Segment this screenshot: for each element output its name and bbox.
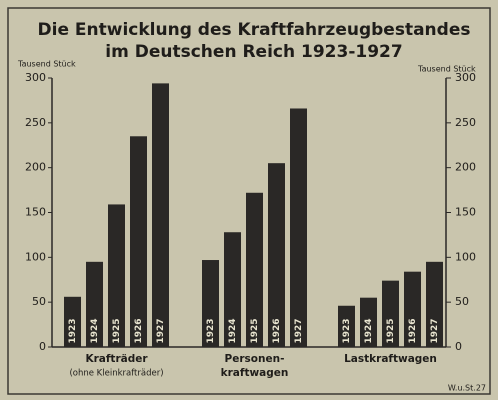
y2-tick-label: 300: [455, 71, 476, 84]
bar: [86, 261, 103, 347]
bar: [426, 261, 443, 347]
bar: [130, 136, 147, 347]
y-tick-label: 250: [25, 116, 46, 129]
bar: [224, 232, 241, 347]
bar-year-label: 1927: [294, 318, 304, 343]
chart-title: Die Entwicklung des Kraftfahrzeugbestand…: [38, 20, 471, 40]
y-tick-label: 100: [25, 250, 46, 263]
bar: [202, 260, 219, 347]
x-tick-label: kraftwagen: [221, 367, 289, 379]
bar: [64, 296, 81, 347]
bar: [246, 192, 263, 347]
x-tick-label: Lastkraftwagen: [344, 353, 437, 365]
y-tick-label: 300: [25, 71, 46, 84]
x-tick-label: (ohne Kleinkrafträder): [69, 369, 163, 379]
y-tick-label: 50: [32, 295, 46, 308]
y-tick-label: 200: [25, 161, 46, 174]
bar-year-label: 1926: [408, 318, 418, 343]
y2-tick-label: 150: [455, 206, 476, 219]
y2-tick-label: 50: [455, 295, 469, 308]
y-tick-label: 0: [39, 340, 46, 353]
bar-year-label: 1924: [228, 318, 238, 343]
bar: [404, 271, 421, 347]
frame: [7, 7, 491, 395]
bar-year-label: 1924: [364, 318, 374, 343]
x-tick-label: Krafträder: [85, 353, 148, 365]
chart-title: im Deutschen Reich 1923-1927: [105, 42, 402, 62]
bar-year-label: 1925: [250, 318, 260, 343]
source: W.u.St.27: [448, 384, 486, 393]
y-tick-label: 150: [25, 206, 46, 219]
y-axis-label: Tausend Stück: [17, 60, 76, 69]
y2-tick-label: 0: [455, 340, 462, 353]
bar: [152, 83, 169, 347]
bar-year-label: 1926: [272, 318, 282, 343]
x-tick-label: Personen-: [225, 353, 285, 365]
bar-year-label: 1923: [68, 318, 78, 343]
y2-tick-label: 100: [455, 250, 476, 263]
bar: [338, 305, 355, 347]
bar-year-label: 1927: [430, 318, 440, 343]
y2-tick-label: 250: [455, 116, 476, 129]
bar-year-label: 1927: [156, 318, 166, 343]
y2-axis-label: Tausend Stück: [417, 65, 476, 74]
bar-year-label: 1925: [112, 318, 122, 343]
bar-year-label: 1924: [90, 318, 100, 343]
y2-tick-label: 200: [455, 161, 476, 174]
bar-year-label: 1923: [206, 318, 216, 343]
bar: [268, 163, 285, 347]
bar-year-label: 1923: [342, 318, 352, 343]
bar: [290, 108, 307, 347]
bar: [360, 297, 377, 347]
bar: [108, 204, 125, 347]
bar-year-label: 1926: [134, 318, 144, 343]
bar-year-label: 1925: [386, 318, 396, 343]
bar: [382, 280, 399, 347]
